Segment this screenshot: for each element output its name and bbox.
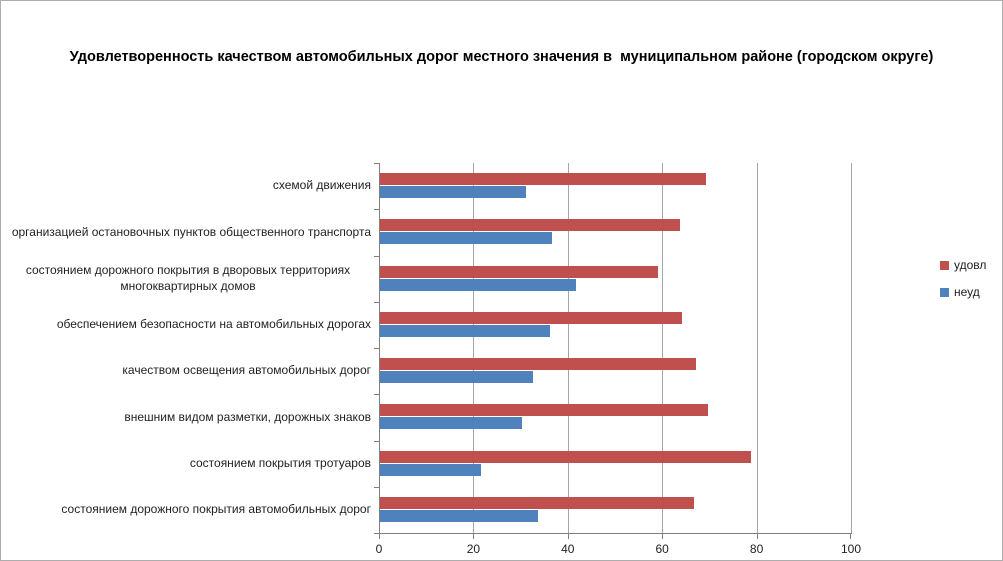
- category-axis-tick: [374, 533, 380, 534]
- legend-entry: неуд: [940, 285, 986, 299]
- bar-neud: [380, 509, 539, 522]
- bar-neud: [380, 278, 576, 291]
- chart-title: Удовлетворенность качеством автомобильны…: [69, 49, 934, 65]
- category-axis: схемой движения организацией остановочных…: [5, 163, 371, 533]
- x-axis-label: 0: [375, 542, 383, 556]
- category-label: состоянием дорожного покрытия автомобиль…: [61, 502, 371, 517]
- category-axis-tick: [374, 301, 380, 303]
- x-axis-label: 40: [561, 542, 575, 556]
- category-label: качеством освещения автомобильных дорог: [122, 363, 371, 378]
- bar-neud: [380, 463, 482, 476]
- bar-udovl: [380, 265, 659, 278]
- category-row: состоянием покрытия тротуаров: [5, 441, 371, 487]
- bar-neud: [380, 186, 527, 198]
- category-axis-tick: [374, 348, 380, 349]
- x-axis-label: 80: [749, 542, 764, 556]
- x-axis-tick: [379, 534, 380, 539]
- legend-swatch-neud: [940, 287, 949, 297]
- gridline: [756, 163, 758, 533]
- category-axis-tick: [374, 394, 380, 396]
- bar-neud: [380, 417, 522, 430]
- x-axis-tick: [473, 534, 475, 539]
- category-axis-tick: [374, 440, 380, 442]
- x-axis-tick: [662, 534, 664, 539]
- legend-entry: удовл: [940, 258, 986, 272]
- category-row: организацией остановочных пунктов общест…: [5, 209, 371, 255]
- category-label: внешним видом разметки, дорожных знаков: [124, 409, 371, 424]
- legend-label: неуд: [954, 285, 980, 299]
- category-row: качеством освещения автомобильных дорог: [5, 348, 371, 394]
- plot-area: [374, 163, 852, 534]
- category-label: обеспечением безопасности на автомобильн…: [56, 317, 371, 332]
- gridline: [473, 163, 475, 533]
- bar-row: [380, 441, 852, 487]
- category-axis-tick: [374, 255, 380, 257]
- bar-udovl: [380, 173, 706, 185]
- category-label: схемой движения: [272, 178, 371, 193]
- category-axis-tick: [374, 163, 380, 164]
- bar-neud: [380, 371, 534, 383]
- category-row: схемой движения: [5, 163, 371, 209]
- x-axis-tick: [567, 534, 569, 539]
- bar-row: [380, 394, 852, 440]
- bar-neud: [380, 324, 550, 337]
- x-axis-label: 100: [840, 542, 862, 556]
- legend: удовл неуд: [940, 258, 986, 312]
- category-axis-tick: [374, 209, 380, 211]
- bar-neud: [380, 232, 553, 245]
- category-axis-tick: [374, 486, 380, 488]
- bar-udovl: [380, 496, 694, 509]
- bar-row: [380, 302, 852, 348]
- gridline: [662, 163, 664, 533]
- bar-row: [380, 256, 852, 302]
- category-row: обеспечением безопасности на автомобильн…: [5, 302, 371, 348]
- category-label: организацией остановочных пунктов общест…: [11, 224, 371, 239]
- x-axis-tick: [756, 534, 758, 539]
- bar-udovl: [380, 404, 709, 417]
- gridline: [567, 163, 569, 533]
- bar-udovl: [380, 358, 697, 370]
- x-axis-label: 20: [466, 542, 481, 556]
- bar-udovl: [380, 311, 683, 324]
- category-row: состоянием дорожного покрытия автомобиль…: [5, 487, 371, 533]
- category-row: внешним видом разметки, дорожных знаков: [5, 394, 371, 440]
- x-axis-tick: [850, 534, 851, 539]
- bar-row: [380, 487, 852, 533]
- gridline: [851, 163, 852, 533]
- legend-swatch-udovl: [940, 260, 949, 270]
- bar-udovl: [380, 450, 751, 463]
- category-label: состоянием дорожного покрытия в дворовых…: [25, 263, 351, 293]
- bar-row: [380, 348, 852, 394]
- x-axis-label: 60: [655, 542, 669, 556]
- category-row: состоянием дорожного покрытия в дворовых…: [5, 256, 371, 302]
- bar-row: [380, 163, 852, 209]
- legend-label: удовл: [954, 258, 987, 272]
- category-label: состоянием покрытия тротуаров: [189, 455, 371, 470]
- bar-udovl: [380, 219, 680, 232]
- bar-row: [380, 209, 852, 255]
